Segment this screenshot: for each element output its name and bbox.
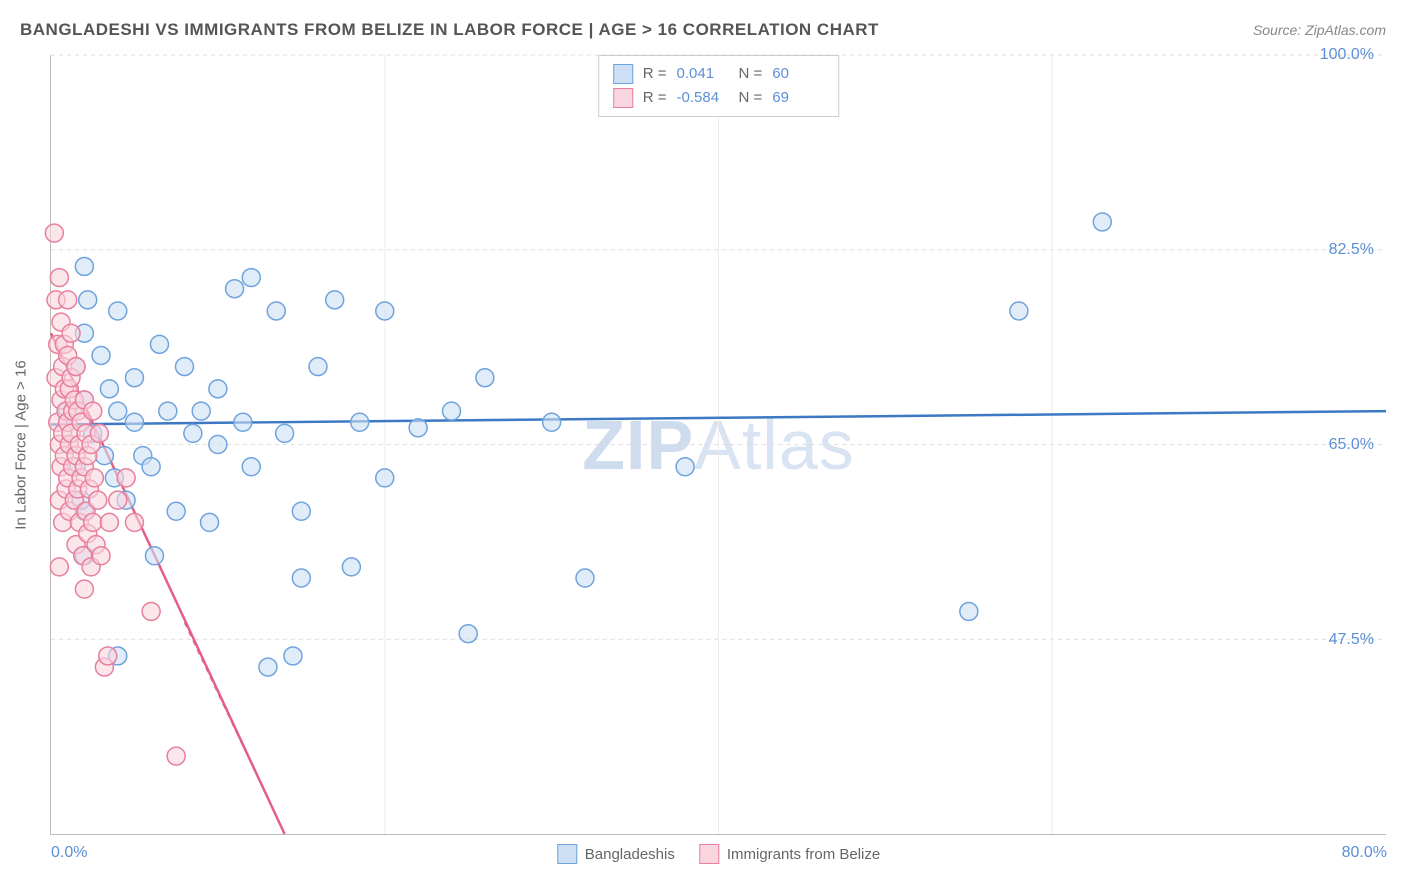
data-point — [167, 502, 185, 520]
chart-svg — [51, 55, 1386, 834]
data-point — [960, 602, 978, 620]
data-point — [242, 458, 260, 476]
data-point — [109, 491, 127, 509]
data-point — [234, 413, 252, 431]
data-point — [84, 402, 102, 420]
data-point — [50, 558, 68, 576]
data-point — [409, 419, 427, 437]
stat-n-label: N = — [739, 62, 763, 86]
data-point — [92, 547, 110, 565]
data-point — [1093, 213, 1111, 231]
stat-r-value-1: -0.584 — [677, 86, 729, 110]
y-tick-label: 82.5% — [1329, 241, 1374, 259]
data-point — [45, 224, 63, 242]
data-point — [125, 513, 143, 531]
stat-r-value-0: 0.041 — [677, 62, 729, 86]
data-point — [543, 413, 561, 431]
data-point — [226, 280, 244, 298]
series-swatch-1 — [613, 88, 633, 108]
data-point — [145, 547, 163, 565]
source-label: Source: ZipAtlas.com — [1253, 22, 1386, 38]
stat-n-label: N = — [739, 86, 763, 110]
legend-item-0: Bangladeshis — [557, 844, 675, 864]
data-point — [75, 257, 93, 275]
data-point — [309, 358, 327, 376]
data-point — [326, 291, 344, 309]
data-point — [351, 413, 369, 431]
data-point — [176, 358, 194, 376]
data-point — [292, 502, 310, 520]
stats-legend-box: R = 0.041 N = 60 R = -0.584 N = 69 — [598, 55, 840, 117]
data-point — [184, 424, 202, 442]
data-point — [92, 346, 110, 364]
data-point — [192, 402, 210, 420]
legend-swatch-1 — [699, 844, 719, 864]
data-point — [59, 291, 77, 309]
data-point — [159, 402, 177, 420]
chart-title: BANGLADESHI VS IMMIGRANTS FROM BELIZE IN… — [20, 20, 879, 40]
data-point — [125, 369, 143, 387]
data-point — [267, 302, 285, 320]
data-point — [201, 513, 219, 531]
data-point — [50, 269, 68, 287]
data-point — [90, 424, 108, 442]
x-tick-label: 80.0% — [1342, 844, 1387, 862]
data-point — [376, 469, 394, 487]
stat-n-value-0: 60 — [772, 62, 824, 86]
data-point — [292, 569, 310, 587]
data-point — [284, 647, 302, 665]
stat-r-label: R = — [643, 62, 667, 86]
legend-label-0: Bangladeshis — [585, 846, 675, 863]
y-tick-label: 100.0% — [1320, 46, 1374, 64]
data-point — [109, 402, 127, 420]
data-point — [100, 513, 118, 531]
data-point — [209, 436, 227, 454]
data-point — [79, 291, 97, 309]
data-point — [167, 747, 185, 765]
legend-swatch-0 — [557, 844, 577, 864]
stat-r-label: R = — [643, 86, 667, 110]
data-point — [75, 580, 93, 598]
bottom-legend: Bangladeshis Immigrants from Belize — [557, 844, 880, 864]
y-axis-title: In Labor Force | Age > 16 — [13, 360, 30, 529]
y-tick-label: 65.0% — [1329, 436, 1374, 454]
series-swatch-0 — [613, 64, 633, 84]
data-point — [142, 458, 160, 476]
x-tick-label: 0.0% — [51, 844, 87, 862]
stats-row-1: R = -0.584 N = 69 — [613, 86, 825, 110]
data-point — [89, 491, 107, 509]
data-point — [142, 602, 160, 620]
data-point — [150, 335, 168, 353]
data-point — [276, 424, 294, 442]
data-point — [99, 647, 117, 665]
data-point — [476, 369, 494, 387]
data-point — [443, 402, 461, 420]
data-point — [1010, 302, 1028, 320]
legend-item-1: Immigrants from Belize — [699, 844, 880, 864]
stats-row-0: R = 0.041 N = 60 — [613, 62, 825, 86]
data-point — [342, 558, 360, 576]
stat-n-value-1: 69 — [772, 86, 824, 110]
data-point — [117, 469, 135, 487]
data-point — [459, 625, 477, 643]
y-tick-label: 47.5% — [1329, 631, 1374, 649]
data-point — [676, 458, 694, 476]
data-point — [85, 469, 103, 487]
title-bar: BANGLADESHI VS IMMIGRANTS FROM BELIZE IN… — [20, 20, 1386, 40]
data-point — [62, 324, 80, 342]
data-point — [100, 380, 118, 398]
legend-label-1: Immigrants from Belize — [727, 846, 880, 863]
data-point — [84, 513, 102, 531]
data-point — [209, 380, 227, 398]
data-point — [376, 302, 394, 320]
data-point — [125, 413, 143, 431]
data-point — [259, 658, 277, 676]
data-point — [109, 302, 127, 320]
data-point — [67, 358, 85, 376]
data-point — [242, 269, 260, 287]
plot-area: In Labor Force | Age > 16 ZIPAtlas R = 0… — [50, 55, 1386, 835]
data-point — [576, 569, 594, 587]
